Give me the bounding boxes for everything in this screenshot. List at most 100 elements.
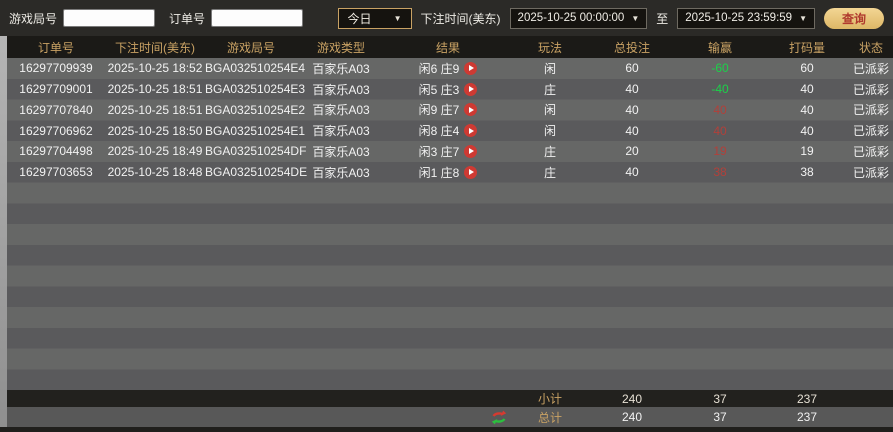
cell-game-type: 百家乐A03	[312, 165, 370, 180]
cell-status: 已派彩	[852, 165, 889, 180]
cell-order-id: 16297706962	[19, 123, 93, 138]
subtotal-win-loss: 37	[713, 391, 727, 406]
cell-round-id: BGA032510254E2	[205, 102, 306, 117]
cell-game-type: 百家乐A03	[312, 124, 370, 139]
table-row: 16297709001 2025-10-25 18:51 BGA032510254E…	[7, 79, 893, 100]
cell-bet-time: 2025-10-25 18:48	[107, 165, 203, 180]
cell-order-id: 16297704498	[19, 144, 93, 159]
cell-status: 已派彩	[852, 61, 889, 76]
cell-turnover: 40	[800, 102, 814, 117]
to-label: 至	[656, 11, 669, 26]
bottom-strip	[0, 427, 893, 432]
column-header: 总投注	[613, 40, 650, 55]
cell-status: 已派彩	[852, 124, 889, 139]
cell-bet-time: 2025-10-25 18:51	[107, 102, 203, 117]
cell-total-bet: 40	[625, 102, 639, 117]
table-body: 16297709939 2025-10-25 18:52 BGA032510254E…	[7, 58, 893, 390]
cell-win-loss: 40	[713, 102, 727, 117]
subtotal-row: 小计 240 37 237	[7, 390, 893, 407]
cell-bet-time: 2025-10-25 18:52	[107, 61, 203, 76]
bet-time-label: 下注时间(美东)	[420, 11, 501, 26]
cell-turnover: 38	[800, 165, 814, 180]
cell-result: 闲1 庄8	[385, 164, 511, 181]
replay-play-icon[interactable]	[464, 82, 478, 96]
cell-result: 闲5 庄3	[385, 81, 511, 98]
refresh-swap-icon[interactable]	[385, 410, 511, 425]
cell-order-id: 16297709001	[19, 82, 93, 97]
date-to-value: 2025-10-25 23:59:59	[685, 12, 793, 24]
replay-play-icon[interactable]	[464, 103, 478, 117]
cell-turnover: 19	[800, 144, 814, 159]
cell-order-id: 16297709939	[19, 61, 93, 76]
grand-total-label: 总计	[537, 410, 562, 425]
records-table: 订单号 下注时间(美东) 游戏局号 游戏类型 结果 玩法 总投注 输赢 打码量 状态 162977…	[0, 36, 893, 432]
cell-round-id: BGA032510254E4	[205, 61, 306, 76]
filter-right-group: 今日 ▼ 下注时间(美东) 2025-10-25 00:00:00 ▼ 至 20…	[337, 7, 884, 29]
replay-play-icon[interactable]	[464, 144, 478, 158]
cell-win-loss: -40	[711, 82, 729, 97]
date-preset-dropdown[interactable]: 今日 ▼	[337, 7, 412, 29]
cell-game-type: 百家乐A03	[312, 82, 370, 97]
game-round-label: 游戏局号	[9, 11, 58, 26]
result-text: 闲5 庄3	[418, 82, 460, 97]
cell-play-type: 庄	[543, 82, 556, 97]
cell-round-id: BGA032510254DE	[205, 165, 308, 180]
cell-bet-time: 2025-10-25 18:50	[107, 123, 203, 138]
cell-play-type: 闲	[543, 103, 556, 118]
replay-play-icon[interactable]	[464, 61, 478, 75]
cell-win-loss: 19	[713, 144, 727, 159]
cell-round-id: BGA032510254E3	[205, 82, 306, 97]
chevron-down-icon: ▼	[393, 13, 402, 23]
query-button[interactable]: 查询	[824, 7, 884, 29]
grand-total-total-bet: 240	[621, 410, 643, 424]
date-from-dropdown[interactable]: 2025-10-25 00:00:00 ▼	[509, 7, 648, 29]
cell-total-bet: 60	[625, 61, 639, 76]
cell-result: 闲9 庄7	[385, 101, 511, 118]
column-header: 玩法	[537, 40, 562, 55]
table-row: 16297704498 2025-10-25 18:49 BGA032510254D…	[7, 141, 893, 162]
column-header: 打码量	[788, 40, 825, 55]
cell-status: 已派彩	[852, 103, 889, 118]
result-text: 闲1 庄8	[418, 165, 460, 180]
cell-turnover: 40	[800, 82, 814, 97]
date-to-dropdown[interactable]: 2025-10-25 23:59:59 ▼	[677, 7, 815, 29]
cell-bet-time: 2025-10-25 18:51	[107, 82, 203, 97]
game-round-input[interactable]	[63, 9, 156, 27]
order-number-input[interactable]	[211, 9, 304, 27]
result-text: 闲9 庄7	[418, 103, 460, 118]
cell-total-bet: 40	[625, 165, 639, 180]
cell-play-type: 闲	[543, 61, 556, 76]
cell-turnover: 40	[800, 123, 814, 138]
grand-total-turnover: 237	[796, 410, 818, 424]
replay-play-icon[interactable]	[464, 124, 478, 138]
table-header: 订单号 下注时间(美东) 游戏局号 游戏类型 结果 玩法 总投注 输赢 打码量 状态	[7, 36, 893, 58]
cell-order-id: 16297703653	[19, 165, 93, 180]
cell-play-type: 闲	[543, 124, 556, 139]
cell-round-id: BGA032510254DF	[205, 144, 307, 159]
vertical-scrollbar[interactable]	[0, 36, 7, 427]
column-header: 游戏类型	[316, 40, 365, 55]
column-header: 游戏局号	[226, 40, 275, 55]
filter-bar: 游戏局号 订单号 今日 ▼ 下注时间(美东) 2025-10-25 00:00:…	[0, 0, 893, 36]
column-header: 状态	[858, 40, 883, 55]
cell-result: 闲3 庄7	[385, 143, 511, 160]
grand-total-win-loss: 37	[713, 410, 727, 424]
order-number-label: 订单号	[169, 11, 206, 26]
cell-total-bet: 40	[625, 123, 639, 138]
cell-game-type: 百家乐A03	[312, 144, 370, 159]
subtotal-total-bet: 240	[621, 391, 643, 406]
table-row: 16297703653 2025-10-25 18:48 BGA032510254D…	[7, 162, 893, 183]
cell-game-type: 百家乐A03	[312, 103, 370, 118]
cell-win-loss: 38	[713, 165, 727, 180]
cell-play-type: 庄	[543, 165, 556, 180]
cell-win-loss: -60	[711, 61, 729, 76]
replay-play-icon[interactable]	[464, 165, 478, 179]
cell-status: 已派彩	[852, 144, 889, 159]
grand-total-row: 总计 240 37 237	[7, 407, 893, 427]
table-row: 16297709939 2025-10-25 18:52 BGA032510254E…	[7, 58, 893, 79]
cell-turnover: 60	[800, 61, 814, 76]
cell-game-type: 百家乐A03	[312, 61, 370, 76]
date-from-value: 2025-10-25 00:00:00	[517, 12, 625, 24]
cell-result: 闲8 庄4	[385, 122, 511, 139]
